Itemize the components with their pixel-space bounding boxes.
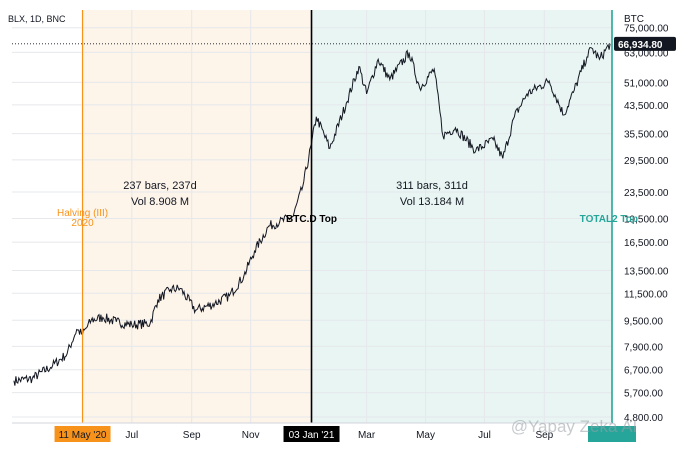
x-tick-label: Jul xyxy=(478,430,491,441)
x-tick-label: Sep xyxy=(183,430,201,441)
y-tick-label: 4,800.00 xyxy=(624,413,663,424)
x-tick-label: Mar xyxy=(358,430,376,441)
total2-top-label: TOTAL2 Top xyxy=(580,214,638,225)
range1-shading xyxy=(82,10,312,423)
y-tick-label: 13,500.00 xyxy=(624,267,669,278)
btcd-date-tag xyxy=(283,426,340,442)
y-tick-label: 9,500.00 xyxy=(624,316,663,327)
halving-label-line2: 2020 xyxy=(71,218,94,229)
y-tick-label: 23,500.00 xyxy=(624,188,669,199)
y-tick-label: 51,000.00 xyxy=(624,78,669,89)
total2-date-tag xyxy=(588,426,636,442)
range2-shading xyxy=(311,10,612,423)
halving-label-line1: Halving (III) xyxy=(57,208,108,219)
y-tick-label: 19,500.00 xyxy=(624,214,669,225)
range1-bars-label: 237 bars, 237d xyxy=(123,180,196,192)
last-price-label: 66,934.80 xyxy=(618,40,663,51)
x-tick-label: Sep xyxy=(535,430,553,441)
y-tick-label: 75,000.00 xyxy=(624,24,669,35)
y-tick-label: 35,500.00 xyxy=(624,130,669,141)
btcd-top-label: BTC.D Top xyxy=(286,214,337,225)
last-price-tag xyxy=(614,36,676,51)
range1-vol-label: Vol 8.908 M xyxy=(131,196,189,208)
halving-date-tag xyxy=(54,426,111,442)
y-tick-label: 43,500.00 xyxy=(624,101,669,112)
y-tick-label: 63,000.00 xyxy=(624,48,669,59)
y-tick-label: 16,500.00 xyxy=(624,238,669,249)
y-axis: 75,000.00 63,000.00 51,000.00 43,500.00 35,5… xyxy=(624,24,669,424)
x-axis: 11 May '20 Jul Sep Nov 03 Jan '21 Mar May Jul Se… xyxy=(12,422,636,442)
y-tick-label: 6,700.00 xyxy=(624,366,663,377)
x-tick-label: Jul xyxy=(125,430,138,441)
x-tick-label: May xyxy=(416,430,435,441)
range2-vol-label: Vol 13.184 M xyxy=(400,196,464,208)
currency-label: BTC xyxy=(624,14,644,25)
symbol-label: BLX, 1D, BNC xyxy=(8,14,66,24)
x-tick-label: 03 Jan '21 xyxy=(289,430,335,441)
event-lines xyxy=(81,10,613,423)
y-tick-label: 11,500.00 xyxy=(624,289,668,300)
y-tick-label: 5,700.00 xyxy=(624,389,663,400)
x-tick-label: Nov xyxy=(242,430,260,441)
y-tick-label: 29,500.00 xyxy=(624,156,669,167)
range2-bars-label: 311 bars, 311d xyxy=(396,180,468,192)
y-tick-label: 7,900.00 xyxy=(624,342,663,353)
watermark: @Yapay Zeka AI xyxy=(511,417,638,436)
x-tick-label: 11 May '20 xyxy=(59,430,107,441)
